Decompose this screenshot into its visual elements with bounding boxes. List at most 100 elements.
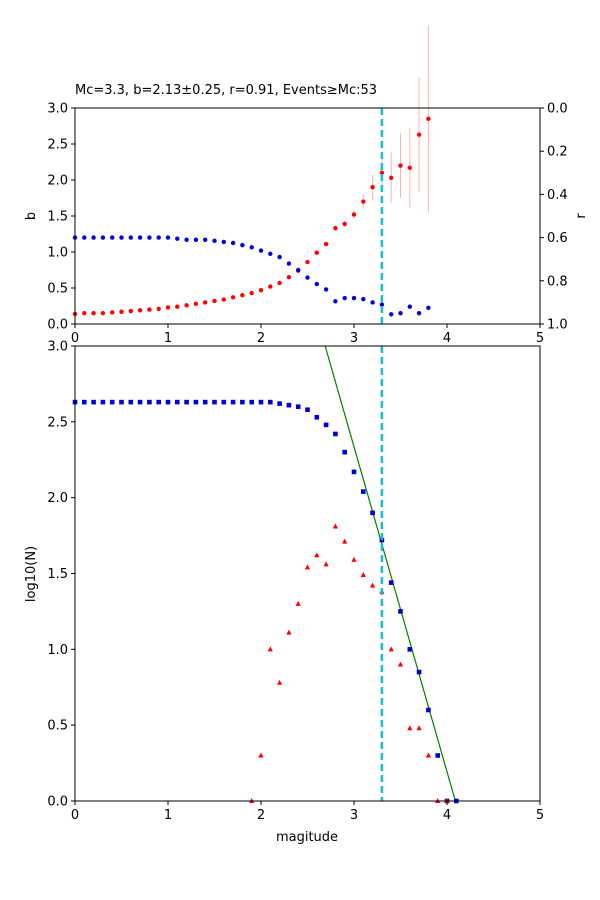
bottom-y-tick-label: 0.0 bbox=[47, 795, 68, 810]
top-r-point bbox=[212, 238, 217, 244]
top-b-point bbox=[137, 308, 143, 313]
bottom-x-tick-label: 4 bbox=[443, 808, 451, 823]
top-y2-tick-label: 1.0 bbox=[547, 318, 568, 333]
bottom-chart-plot-area: 0 1 2 3 4 5 0.0 0.5 1.0 1.5 2.0 2.5 3.0 bbox=[47, 340, 544, 824]
bottom-cumulative-point bbox=[82, 399, 87, 405]
top-r-point bbox=[370, 300, 375, 305]
top-r-point bbox=[203, 237, 208, 242]
bottom-y-tick-label: 3.0 bbox=[47, 340, 68, 355]
top-r-point bbox=[165, 235, 171, 240]
bottom-incremental-point bbox=[323, 561, 329, 567]
top-r-point bbox=[156, 235, 161, 240]
top-chart-ylabel: b bbox=[24, 212, 39, 220]
bottom-incremental-point bbox=[286, 629, 292, 635]
bottom-cumulative-point bbox=[212, 399, 217, 405]
bottom-cumulative-point bbox=[240, 399, 245, 405]
top-chart-frame bbox=[74, 107, 541, 325]
top-b-point bbox=[305, 259, 310, 265]
top-b-point bbox=[416, 132, 422, 137]
top-r-point bbox=[426, 305, 431, 310]
top-b-point bbox=[323, 241, 329, 247]
top-b-point bbox=[398, 163, 403, 168]
bottom-incremental-point bbox=[388, 646, 394, 652]
top-b-point bbox=[156, 306, 161, 312]
bottom-cumulative-point bbox=[286, 402, 292, 408]
top-x-tick-label: 5 bbox=[536, 331, 544, 346]
top-r-point bbox=[249, 245, 254, 250]
bottom-cumulative-point bbox=[361, 489, 366, 494]
bottom-incremental-point bbox=[304, 564, 311, 570]
top-b-point bbox=[351, 212, 357, 217]
bottom-incremental-point bbox=[295, 600, 301, 606]
top-y2-tick-label: 0.4 bbox=[547, 188, 568, 203]
bottom-y-tick-label: 2.5 bbox=[47, 415, 68, 430]
top-r-point bbox=[323, 287, 329, 292]
top-r-point bbox=[398, 311, 403, 316]
top-r-point bbox=[258, 248, 264, 253]
bottom-cumulative-point bbox=[221, 399, 227, 405]
bottom-cumulative-point bbox=[91, 399, 96, 405]
bottom-cumulative-point bbox=[249, 399, 254, 405]
bottom-x-tick-label: 5 bbox=[536, 808, 544, 823]
bottom-cumulative-point bbox=[109, 399, 115, 405]
bottom-y-tick-label: 2.0 bbox=[47, 491, 68, 506]
top-x-tick-label: 3 bbox=[350, 331, 358, 346]
top-r-point bbox=[221, 239, 226, 245]
bottom-incremental-point bbox=[416, 725, 422, 731]
bottom-chart: magitude log10(N) 0 1 2 3 4 5 0.0 0.5 1.0 1.5 2.0 2… bbox=[24, 340, 544, 846]
bottom-cumulative-point bbox=[193, 399, 199, 405]
top-chart-y2label: r bbox=[574, 213, 589, 219]
bottom-cumulative-point bbox=[258, 399, 264, 405]
top-r-point bbox=[91, 235, 96, 240]
bottom-cumulative-point bbox=[202, 399, 208, 405]
bottom-cumulative-point bbox=[333, 431, 338, 437]
bottom-incremental-point bbox=[258, 752, 264, 758]
top-b-point bbox=[333, 226, 338, 231]
bottom-x-tick-label: 2 bbox=[257, 808, 265, 823]
top-b-point bbox=[212, 298, 217, 304]
top-y-tick-label: 2.5 bbox=[47, 138, 68, 153]
bottom-cumulative-point bbox=[295, 404, 301, 409]
top-x-tick-label: 2 bbox=[257, 331, 265, 346]
top-b-point bbox=[165, 305, 171, 310]
bottom-cumulative-point bbox=[370, 510, 375, 516]
bottom-y-tick-label: 0.5 bbox=[47, 719, 68, 734]
bottom-incremental-point bbox=[425, 752, 431, 758]
top-b-point bbox=[342, 221, 347, 227]
bottom-x-tick-label: 1 bbox=[164, 808, 172, 823]
bottom-cumulative-point bbox=[184, 399, 189, 405]
bottom-incremental-point bbox=[360, 572, 366, 578]
bottom-cumulative-point bbox=[407, 647, 413, 652]
bottom-incremental-point bbox=[314, 552, 320, 558]
bottom-y-tick-label: 1.5 bbox=[47, 567, 68, 582]
top-b-point bbox=[128, 308, 133, 314]
top-r-point bbox=[342, 295, 347, 301]
bottom-incremental-point bbox=[332, 523, 338, 529]
bottom-cumulative-point bbox=[435, 753, 440, 758]
top-y-tick-label: 1.5 bbox=[47, 210, 68, 225]
bottom-incremental-point bbox=[397, 661, 404, 667]
top-b-point bbox=[184, 303, 189, 308]
top-b-point bbox=[389, 175, 394, 181]
top-b-point bbox=[258, 287, 264, 293]
bottom-incremental-point bbox=[407, 725, 413, 731]
top-chart-plot-area: 0 1 2 3 4 5 0.0 0.5 1.0 1.5 2.0 2.5 3.0 0.0 0.2 0.4 0.6 0… bbox=[47, 25, 568, 346]
bottom-cumulative-point bbox=[305, 407, 310, 412]
bottom-y-tick-label: 1.0 bbox=[47, 643, 68, 658]
top-b-point bbox=[379, 170, 385, 175]
top-r-point bbox=[314, 281, 319, 287]
top-r-point bbox=[268, 251, 273, 256]
top-r-point bbox=[286, 261, 292, 266]
top-r-point bbox=[416, 311, 422, 316]
top-r-point bbox=[100, 235, 106, 240]
bottom-cumulative-point bbox=[416, 669, 422, 675]
top-r-point bbox=[110, 235, 115, 240]
top-b-point bbox=[230, 295, 236, 300]
top-b-point bbox=[110, 310, 115, 315]
top-r-point bbox=[184, 237, 189, 242]
top-chart: Mc=3.3, b=2.13±0.25, r=0.91, Events≥Mc:5… bbox=[24, 25, 589, 346]
top-r-point bbox=[351, 295, 357, 301]
top-r-point bbox=[175, 236, 180, 241]
top-y2-tick-label: 0.8 bbox=[547, 274, 568, 289]
top-y2-tick-label: 0.0 bbox=[547, 102, 568, 117]
